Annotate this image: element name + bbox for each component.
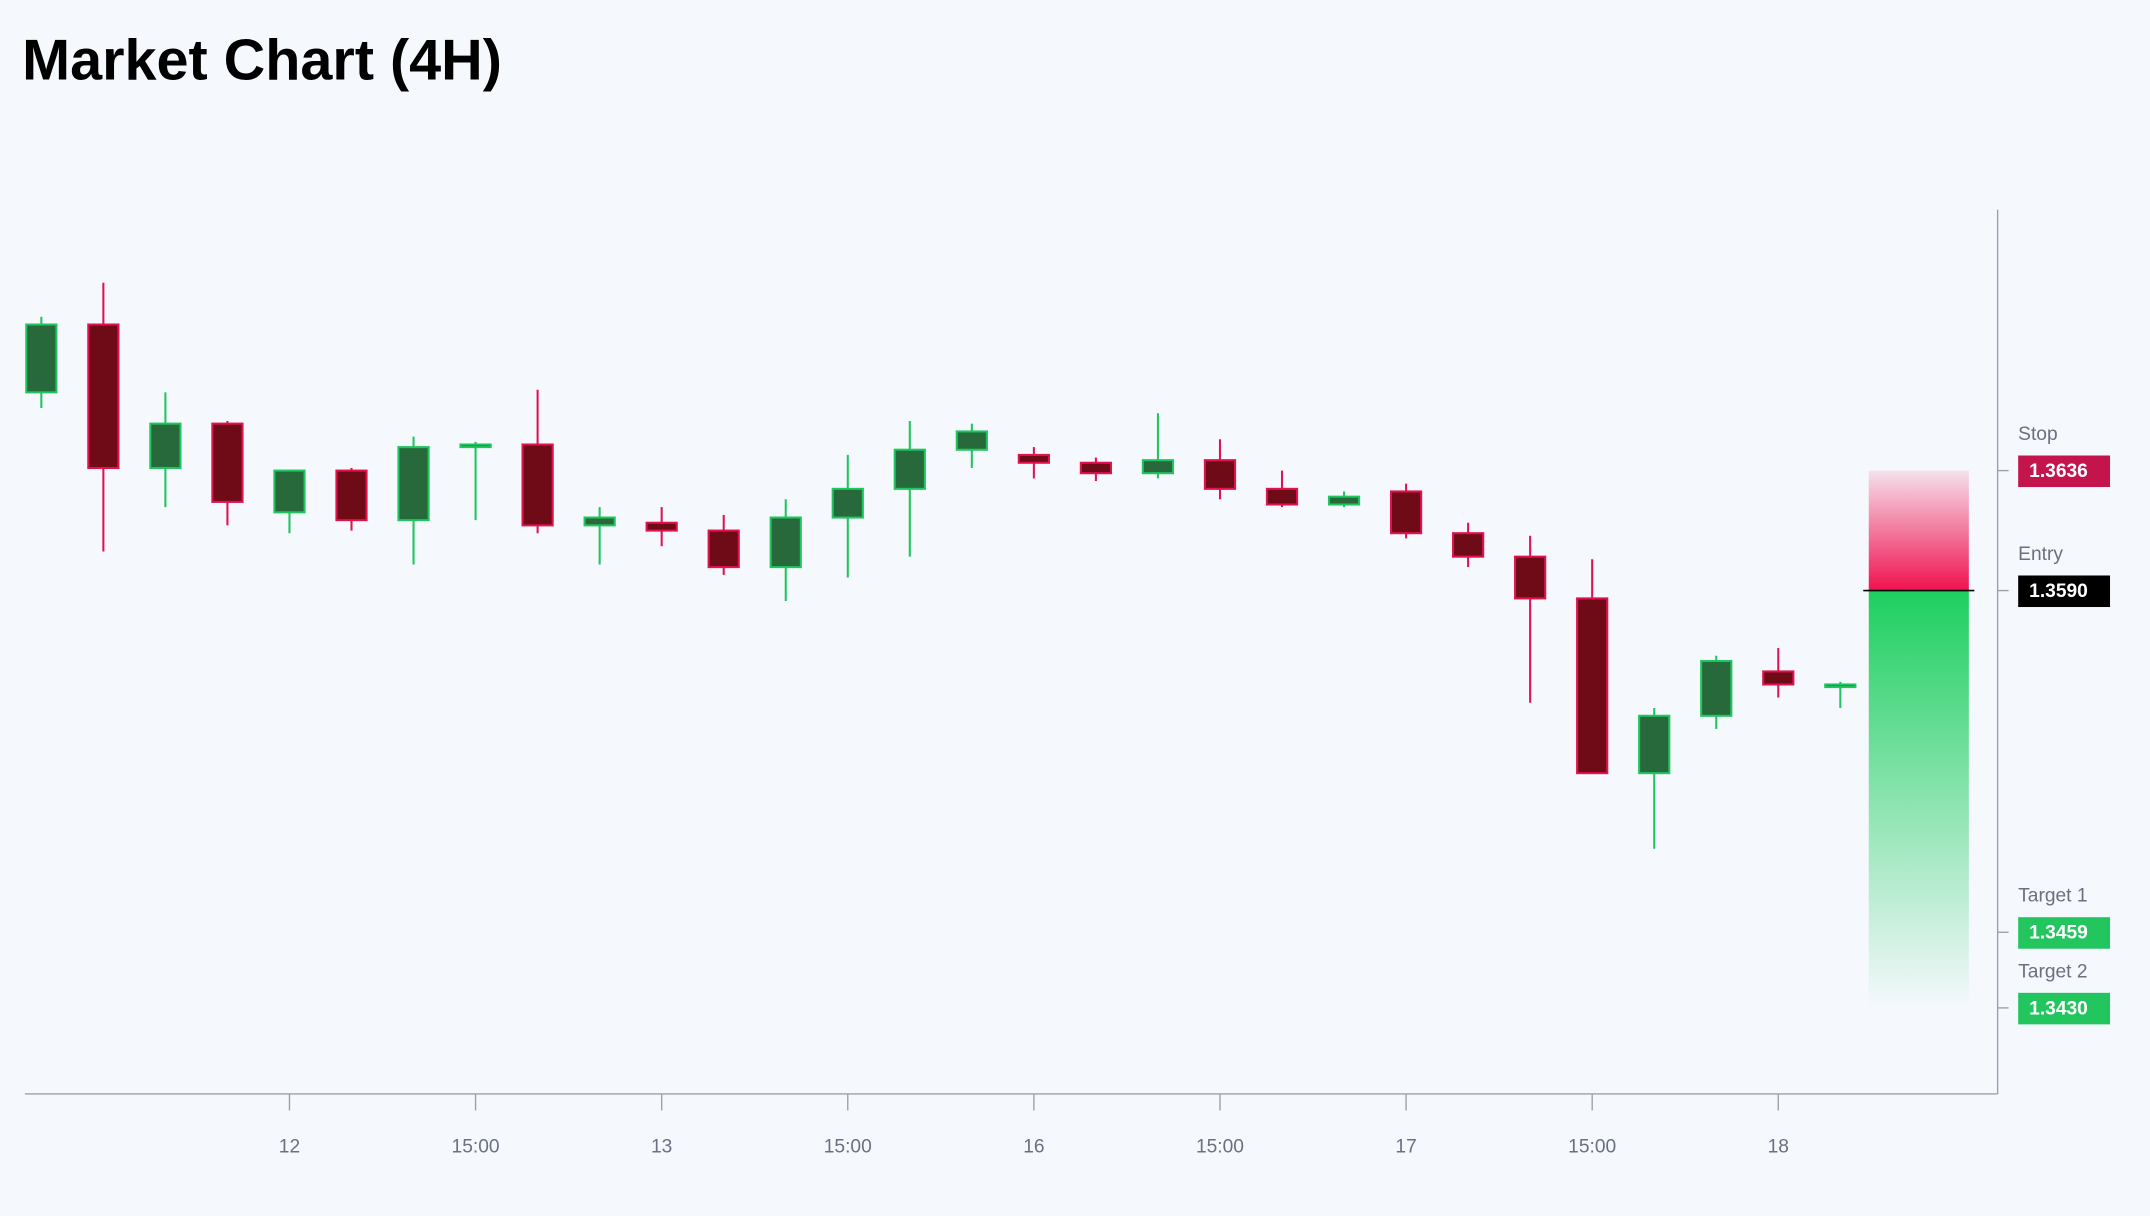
candle-body bbox=[707, 529, 740, 569]
level-value: 1.3430 bbox=[2029, 998, 2088, 1019]
candle-body bbox=[87, 323, 120, 470]
candle-body bbox=[1079, 461, 1113, 475]
candle-body bbox=[583, 516, 616, 527]
candle-body bbox=[893, 448, 926, 490]
candle-body bbox=[1141, 459, 1175, 475]
x-tick-label: 12 bbox=[279, 1137, 300, 1158]
x-tick-label: 17 bbox=[1395, 1137, 1416, 1158]
candle-body bbox=[1265, 487, 1299, 506]
level-value: 1.3459 bbox=[2029, 923, 2088, 944]
candle-body bbox=[1327, 495, 1361, 506]
level-name: Stop bbox=[2018, 424, 2057, 445]
x-tick-label: 16 bbox=[1023, 1137, 1044, 1158]
level-name: Target 1 bbox=[2018, 886, 2087, 907]
candle-body bbox=[25, 323, 58, 394]
level-name: Target 2 bbox=[2018, 961, 2087, 982]
candle-body bbox=[831, 487, 864, 519]
level-badge bbox=[2018, 992, 2111, 1025]
x-tick-label: 15:00 bbox=[1196, 1137, 1244, 1158]
candle-body bbox=[1638, 714, 1671, 775]
level-value: 1.3636 bbox=[2029, 461, 2088, 482]
candle-body bbox=[211, 422, 244, 503]
level-badge bbox=[2018, 455, 2111, 488]
candle-body bbox=[1514, 555, 1547, 600]
candle-body bbox=[149, 422, 182, 470]
candle-body bbox=[273, 469, 306, 514]
x-tick-label: 13 bbox=[651, 1137, 672, 1158]
candle-body bbox=[397, 446, 430, 522]
x-tick-label: 18 bbox=[1768, 1137, 1789, 1158]
candle-body bbox=[1576, 597, 1609, 775]
x-tick-label: 15:00 bbox=[452, 1137, 500, 1158]
x-tick-label: 15:00 bbox=[824, 1137, 872, 1158]
candle-body bbox=[955, 430, 988, 451]
candle-body bbox=[645, 521, 678, 532]
candle-body bbox=[1017, 453, 1050, 464]
level-badge bbox=[2018, 575, 2111, 608]
candle-body bbox=[459, 443, 492, 449]
level-badge bbox=[2018, 917, 2111, 949]
candle-body bbox=[521, 443, 554, 527]
candle-body bbox=[1824, 683, 1857, 689]
candle-body bbox=[1762, 670, 1795, 686]
x-tick-label: 15:00 bbox=[1568, 1137, 1616, 1158]
target-zone bbox=[1868, 590, 1969, 1008]
level-value: 1.3590 bbox=[2029, 581, 2088, 602]
candle-body bbox=[1203, 459, 1237, 490]
candle-body bbox=[1389, 490, 1423, 535]
stop-zone bbox=[1868, 470, 1969, 591]
level-name: Entry bbox=[2018, 544, 2063, 565]
candle-body bbox=[769, 516, 802, 569]
chart-title: Market Chart (4H) bbox=[22, 29, 502, 93]
candle-body bbox=[1700, 659, 1733, 717]
candle-body bbox=[335, 469, 368, 522]
candle-body bbox=[1452, 532, 1485, 558]
